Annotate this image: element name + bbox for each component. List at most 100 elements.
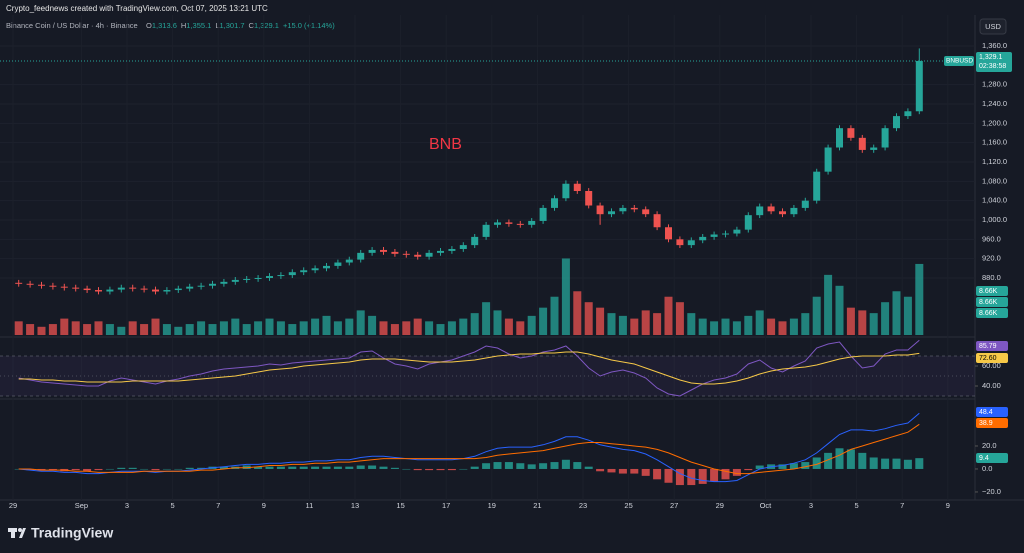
candle-body [220, 281, 228, 284]
series-label: 38.9 [979, 420, 993, 427]
volume-bar [869, 313, 878, 335]
candle-body [893, 116, 900, 129]
histogram-bar [311, 466, 320, 469]
volume-bar [641, 310, 650, 335]
volume-bar [561, 258, 570, 335]
candle-body [380, 249, 387, 252]
countdown: 02:38:58 [979, 63, 1006, 70]
x-tick-label: 25 [624, 501, 632, 510]
candle-body [516, 223, 524, 225]
histogram-bar [425, 468, 434, 471]
volume-bar [801, 313, 810, 335]
volume-bar [516, 321, 525, 335]
candle-body [528, 220, 536, 225]
volume-bar [117, 326, 126, 335]
x-tick-label: 3 [125, 501, 129, 510]
volume-bar [550, 296, 559, 335]
histogram-bar [664, 468, 673, 483]
volume-bar [664, 296, 673, 335]
symbol-tag-box [944, 55, 974, 66]
histogram-bar [721, 468, 730, 480]
volume-bar [174, 326, 183, 335]
candle-body [26, 283, 34, 285]
candle-body [653, 214, 661, 228]
histogram-bar [527, 464, 536, 469]
candle-body [266, 276, 273, 278]
candle-body [915, 60, 923, 112]
x-tick-label: Sep [75, 501, 88, 510]
candle-body [15, 282, 23, 284]
volume-bar [368, 315, 377, 335]
y-tick-label: −20.0 [982, 487, 1001, 496]
histogram-bar [379, 466, 388, 469]
volume-bar [493, 310, 502, 335]
candle-body [790, 207, 798, 215]
candle-body [174, 288, 182, 291]
volume-label: 8.66K [979, 310, 998, 317]
x-tick-label: 13 [351, 501, 359, 510]
histogram-bar [48, 468, 57, 471]
histogram-bar [105, 468, 114, 470]
credit: Crypto_feednews created with TradingView… [6, 4, 268, 13]
histogram-bar [447, 468, 456, 471]
candle-body [186, 286, 194, 289]
candle-body [163, 290, 171, 292]
volume-bar [242, 324, 251, 335]
y-tick-label: 1,360.0 [982, 41, 1007, 50]
y-tick-label: 0.0 [982, 464, 992, 473]
candle-body [710, 234, 718, 237]
ohlc: O1,313.6 H1,355.1 L1,301.7 C1,329.1 +15.0 (+… [146, 21, 335, 30]
volume-bar [413, 318, 422, 335]
histogram-bar [197, 467, 206, 469]
currency[interactable]: USD [985, 22, 1001, 31]
candle-body [858, 137, 866, 150]
histogram-bar [128, 467, 137, 469]
volume-bar [197, 321, 206, 335]
candle-body [779, 211, 786, 215]
symbol-info: Binance Coin / US Dollar · 4h · Binance [6, 21, 138, 30]
volume-bar [322, 315, 331, 335]
y-tick-label: 960.0 [982, 234, 1001, 243]
symbol-tag: BNBUSD [946, 58, 973, 65]
candle-body [60, 286, 68, 288]
histogram-bar [470, 466, 479, 469]
volume-bar [128, 321, 137, 335]
histogram-bar [333, 466, 342, 469]
histogram-bar [675, 468, 684, 486]
histogram-bar [276, 466, 285, 469]
candle-body [254, 277, 262, 279]
candle-body [448, 248, 456, 251]
candle-body [847, 128, 855, 138]
volume-bar [892, 291, 901, 335]
y-tick-label: 1,160.0 [982, 138, 1007, 147]
histogram-bar [687, 468, 696, 486]
currency-box[interactable] [979, 18, 1007, 35]
candle-body [231, 279, 239, 282]
volume-bar [83, 324, 92, 335]
ohlc-key: L [215, 21, 219, 30]
histogram-bar [573, 462, 582, 469]
candle-body [277, 275, 285, 277]
volume-bar [26, 324, 35, 335]
histogram-bar [789, 463, 798, 469]
histogram-label: 9.4 [979, 455, 989, 462]
volume-bar [607, 313, 616, 335]
volume-bar [710, 321, 719, 335]
volume-bar [584, 302, 593, 335]
series-label: 48.4 [979, 409, 993, 416]
histogram-bar [504, 462, 513, 469]
volume-bar [459, 318, 468, 335]
series-label-box [976, 353, 1008, 363]
volume-label: 8.66K [979, 288, 998, 295]
candle-body [72, 287, 80, 289]
volume-bar [447, 321, 456, 335]
volume-bar [755, 310, 764, 335]
candle-body [414, 254, 422, 257]
volume-bar [630, 318, 639, 335]
candle-body [368, 249, 376, 253]
ohlc-value: 1,329.1 [254, 21, 279, 30]
volume-bar [767, 318, 776, 335]
x-tick-label: 29 [9, 501, 17, 510]
candle-body [630, 207, 638, 210]
candle-body [459, 245, 467, 249]
